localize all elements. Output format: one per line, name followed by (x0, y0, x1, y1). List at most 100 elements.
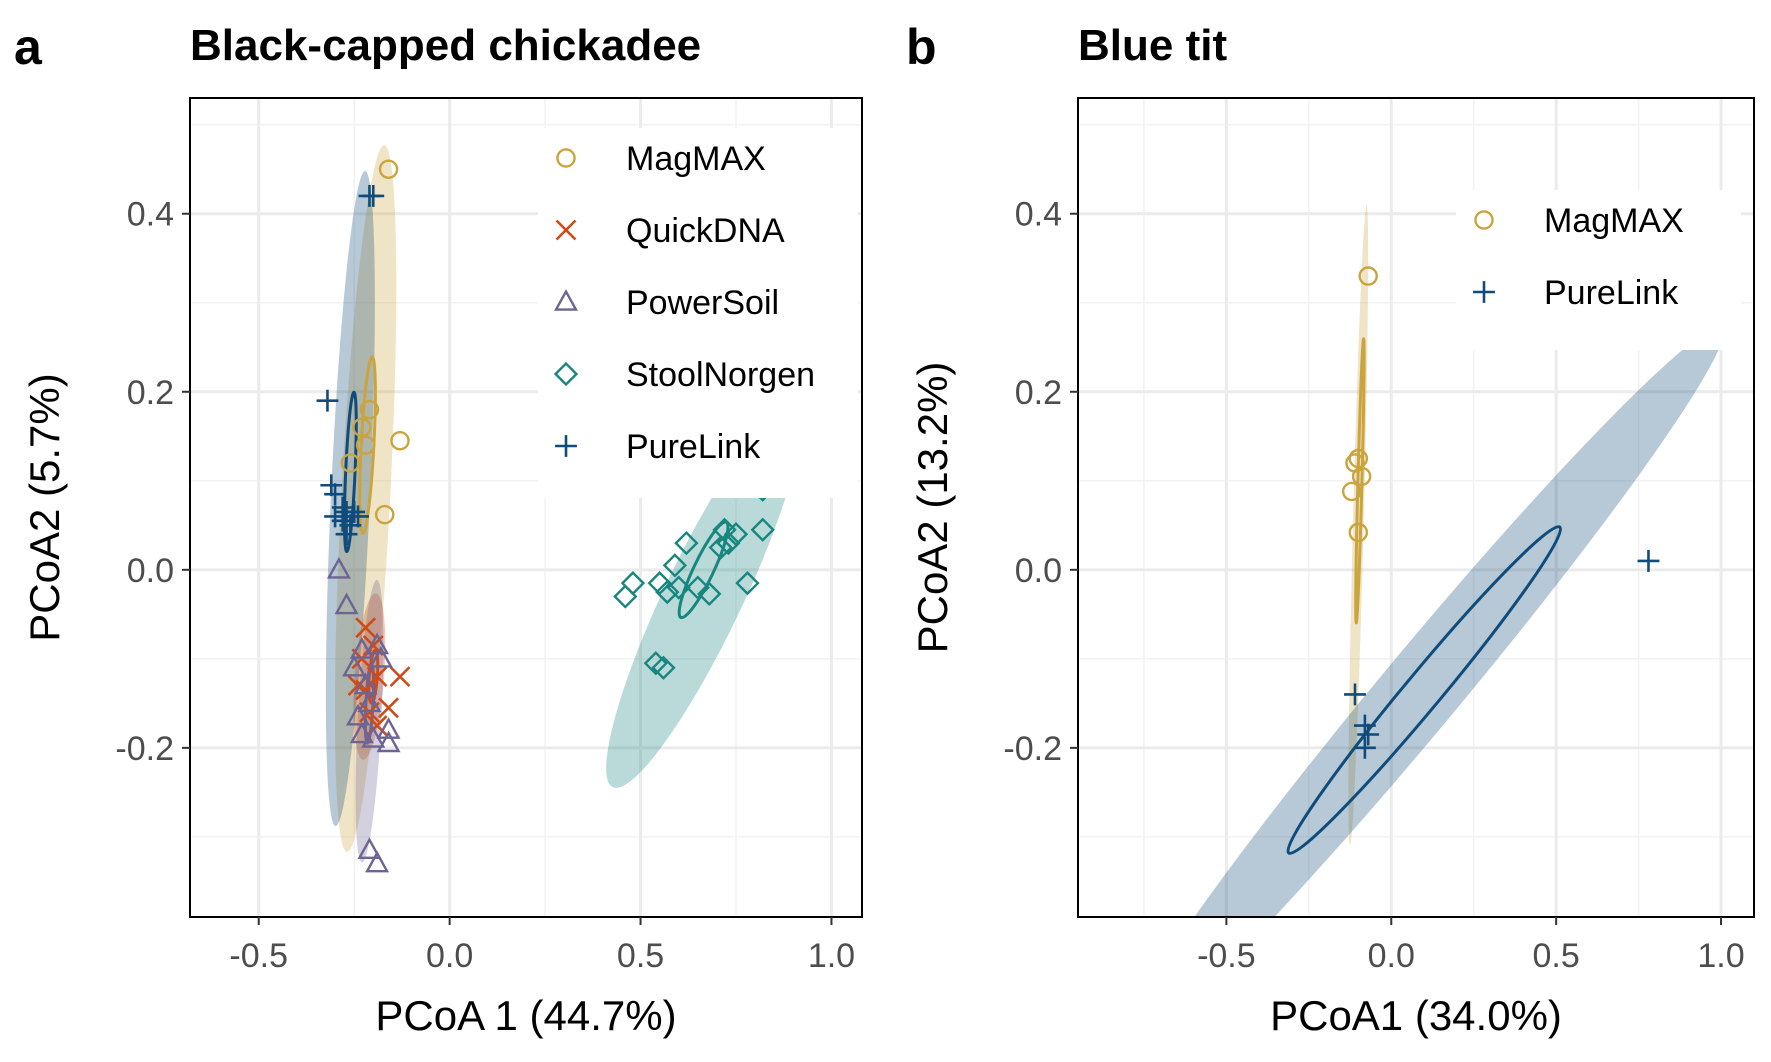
purelink-mean-ellipse (1286, 525, 1563, 855)
purelink-legend-key (1473, 281, 1495, 303)
quickdna-legend-key (555, 219, 577, 241)
y-tick-label: 0.4 (127, 196, 174, 234)
x-tick-label: 1.0 (808, 937, 855, 975)
purelink-mean-ellipse (342, 390, 358, 554)
purelink-legend-key (555, 435, 577, 457)
legend-label: PureLink (1544, 274, 1679, 312)
x-tick-label: 1.0 (1697, 937, 1744, 975)
powersoil-point (365, 850, 390, 873)
magmax-point (1351, 466, 1372, 487)
legend-background (1456, 190, 1741, 350)
purelink-confidence-ellipse (1118, 327, 1724, 917)
panel-a: -0.5 0.0 0.5 1.0 -0.2 0.0 0.2 0.4 PCoA 1 (44.7%)… (14, 19, 863, 1039)
purelink-point (320, 474, 343, 497)
purelink-point (324, 483, 347, 506)
stoolnorgen-point (708, 535, 733, 560)
x-axis-label: PCoA 1 (44.7%) (375, 992, 676, 1039)
y-axis-label: PCoA2 (13.2%) (909, 362, 956, 654)
magmax-point (378, 159, 399, 179)
y-tick-label: 0.2 (1015, 374, 1062, 412)
magmax-point (1358, 266, 1378, 286)
stoolnorgen-point (643, 651, 668, 676)
magmax-point (390, 430, 410, 451)
panel-tag: a (14, 19, 43, 75)
magmax-mean-ellipse (1354, 337, 1366, 625)
magmax-point (352, 417, 372, 438)
legend-label: StoolNorgen (626, 356, 815, 394)
powersoil-legend-key (553, 289, 579, 311)
magmax-point (1341, 481, 1362, 502)
plot-border (1077, 97, 1755, 918)
stoolnorgen-point (651, 655, 676, 680)
stoolnorgen-point (674, 530, 699, 556)
stoolnorgen-legend-key (553, 361, 579, 387)
plot-border (189, 97, 863, 918)
purelink-point (1357, 723, 1380, 746)
y-tick-label: 0.2 (127, 374, 174, 412)
legend-label: QuickDNA (626, 212, 785, 250)
powersoil-point (368, 645, 393, 668)
powersoil-point (376, 717, 401, 739)
powersoil-point (342, 654, 367, 677)
x-tick-label: 0.5 (617, 937, 664, 975)
powersoil-point (357, 690, 382, 713)
x-tick-label: -0.5 (229, 937, 288, 975)
powersoil-point (349, 637, 374, 659)
quickdna-point (389, 666, 411, 688)
panel-b: -0.5 0.0 0.5 1.0 -0.2 0.0 0.2 0.4 PCoA1 (34.0%) P… (906, 19, 1755, 1039)
purelink-confidence-ellipse (325, 171, 375, 827)
powersoil-point (349, 721, 374, 744)
plot-area (316, 145, 801, 873)
legend-label: PureLink (626, 428, 761, 466)
x-tick-label: 0.5 (1533, 937, 1580, 975)
stoolnorgen-point (613, 584, 638, 609)
legend-label: MagMAX (1544, 202, 1684, 240)
purelink-point (347, 505, 369, 528)
x-tick-label: -0.5 (1197, 937, 1256, 975)
purelink-point (316, 389, 339, 412)
magmax-legend-key (1474, 210, 1494, 230)
stoolnorgen-point (735, 571, 760, 596)
quickdna-point (378, 697, 399, 719)
x-tick-label: 0.0 (426, 937, 473, 975)
panel-title: Blue tit (1078, 21, 1227, 70)
stoolnorgen-confidence-ellipse (606, 405, 801, 788)
powersoil-point (334, 592, 359, 615)
magmax-point (359, 399, 380, 420)
legend-label: MagMAX (626, 140, 766, 178)
stoolnorgen-point (662, 553, 688, 578)
legend-background (538, 128, 858, 498)
y-axis-label: PCoA2 (5.7%) (21, 373, 68, 641)
magmax-point (374, 504, 395, 525)
panel-tag: b (906, 19, 937, 75)
magmax-point (1348, 522, 1369, 543)
y-tick-label: 0.0 (127, 552, 174, 590)
magmax-point (355, 435, 376, 455)
stoolnorgen-point (750, 517, 775, 542)
purelink-point (343, 501, 366, 523)
quickdna-point (355, 617, 377, 639)
panel-title: Black-capped chickadee (190, 21, 701, 70)
purelink-point (358, 184, 381, 207)
purelink-point (1637, 549, 1660, 572)
stoolnorgen-point (655, 579, 680, 605)
legend: MagMAX PureLink (1456, 190, 1741, 350)
stoolnorgen-point (685, 575, 710, 600)
purelink-point (335, 523, 358, 546)
stoolnorgen-point (666, 575, 691, 600)
purelink-point (1353, 714, 1376, 737)
stoolnorgen-point (716, 530, 741, 556)
legend: MagMAX QuickDNA PowerSoil StoolNorgen PureLi… (538, 128, 858, 498)
powersoil-point (361, 726, 386, 748)
plot-area (1118, 205, 1724, 917)
legend-label: PowerSoil (626, 284, 779, 322)
powersoil-point (357, 837, 382, 860)
y-tick-label: 0.0 (1015, 552, 1062, 590)
y-tick-label: 0.4 (1015, 196, 1062, 234)
y-tick-label: -0.2 (1003, 730, 1062, 768)
magmax-point (340, 453, 361, 473)
powersoil-point (353, 672, 378, 695)
y-tick-label: -0.2 (115, 730, 174, 768)
powersoil-point (345, 703, 371, 726)
